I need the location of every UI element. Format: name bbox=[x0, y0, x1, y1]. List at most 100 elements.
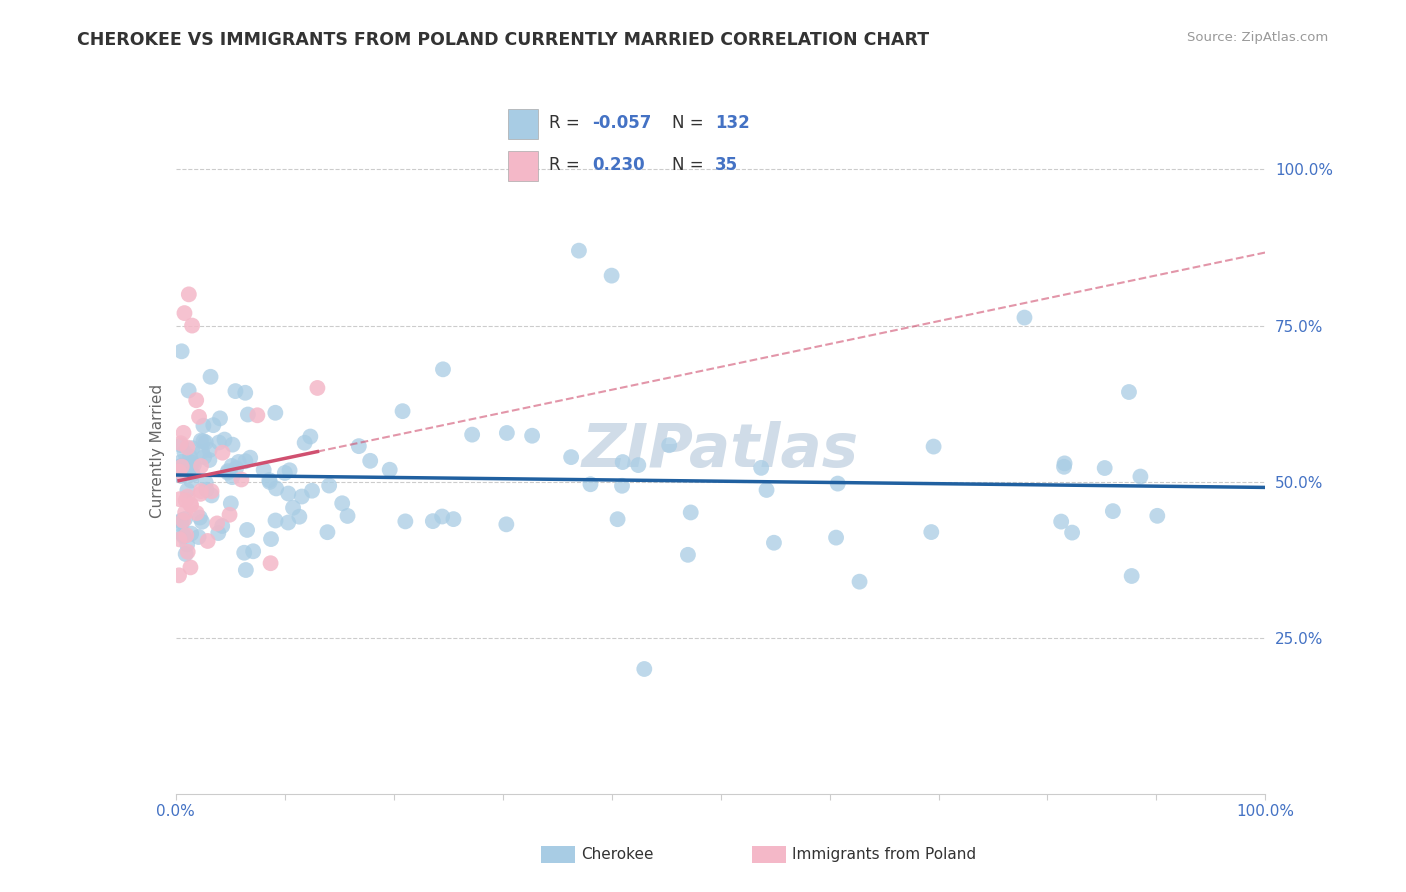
Point bbox=[193, 450, 215, 464]
Point bbox=[187, 530, 209, 544]
Point bbox=[174, 528, 197, 542]
Point bbox=[920, 524, 942, 539]
Point bbox=[211, 519, 233, 533]
Point bbox=[174, 506, 197, 520]
Point bbox=[169, 533, 191, 547]
Point bbox=[1102, 504, 1125, 518]
Point bbox=[194, 435, 217, 450]
Point bbox=[612, 455, 634, 469]
Point bbox=[378, 463, 401, 477]
Point bbox=[218, 508, 240, 522]
Point bbox=[208, 411, 231, 425]
Point bbox=[221, 470, 243, 484]
Point bbox=[200, 488, 222, 502]
Point bbox=[307, 381, 329, 395]
Point bbox=[1014, 310, 1036, 325]
Point bbox=[394, 515, 416, 529]
Point bbox=[606, 512, 628, 526]
Text: 132: 132 bbox=[716, 114, 749, 132]
Point bbox=[188, 409, 211, 424]
Point bbox=[294, 435, 316, 450]
Point bbox=[610, 479, 633, 493]
Point bbox=[336, 508, 359, 523]
Point bbox=[205, 516, 228, 531]
Point bbox=[180, 498, 202, 512]
Point bbox=[318, 478, 340, 492]
Point bbox=[236, 408, 259, 422]
Text: N =: N = bbox=[672, 156, 703, 174]
Point bbox=[176, 483, 198, 498]
Point bbox=[176, 537, 198, 551]
Point bbox=[579, 477, 602, 491]
Point bbox=[259, 556, 281, 570]
Point bbox=[170, 436, 193, 450]
Point bbox=[825, 531, 848, 545]
Point bbox=[176, 441, 198, 455]
Point bbox=[235, 454, 257, 468]
Point bbox=[749, 461, 772, 475]
Point bbox=[191, 515, 214, 529]
Point bbox=[495, 517, 517, 532]
Point bbox=[246, 409, 269, 423]
Y-axis label: Currently Married: Currently Married bbox=[149, 384, 165, 517]
Point bbox=[330, 496, 353, 510]
Point bbox=[221, 437, 243, 451]
Point bbox=[299, 429, 322, 443]
Point bbox=[281, 500, 304, 515]
Point bbox=[1146, 508, 1168, 523]
Point bbox=[359, 454, 381, 468]
Point bbox=[347, 439, 370, 453]
Text: R =: R = bbox=[548, 114, 579, 132]
Point bbox=[422, 514, 444, 528]
Point bbox=[170, 468, 193, 483]
Point bbox=[430, 509, 453, 524]
Point bbox=[208, 435, 231, 450]
Point bbox=[173, 529, 195, 543]
Point bbox=[180, 498, 202, 512]
Point bbox=[755, 483, 778, 497]
Point bbox=[170, 459, 193, 474]
Point bbox=[190, 458, 212, 473]
Point bbox=[231, 473, 253, 487]
Point bbox=[1129, 469, 1152, 483]
Point bbox=[520, 428, 543, 442]
Point bbox=[186, 393, 208, 408]
Point bbox=[177, 287, 200, 301]
Point bbox=[316, 525, 339, 540]
Point bbox=[170, 438, 193, 452]
Point bbox=[194, 475, 217, 490]
Point bbox=[173, 306, 195, 320]
Text: 0.230: 0.230 bbox=[592, 156, 645, 174]
Point bbox=[177, 384, 200, 398]
Point bbox=[277, 516, 299, 530]
Point bbox=[197, 533, 219, 548]
Point bbox=[180, 474, 202, 488]
Text: 35: 35 bbox=[716, 156, 738, 174]
Point bbox=[301, 483, 323, 498]
Point bbox=[200, 484, 222, 499]
Point bbox=[179, 560, 201, 574]
Point bbox=[170, 468, 193, 483]
Point bbox=[170, 344, 193, 359]
Point bbox=[176, 545, 198, 559]
Point bbox=[848, 574, 870, 589]
Point bbox=[827, 476, 849, 491]
Point bbox=[170, 459, 193, 474]
Point bbox=[224, 384, 246, 398]
Point bbox=[188, 510, 211, 524]
Point bbox=[568, 244, 591, 258]
Point bbox=[198, 443, 221, 458]
Text: Cherokee: Cherokee bbox=[581, 847, 654, 862]
Point bbox=[391, 404, 413, 418]
Point bbox=[214, 433, 236, 447]
Point bbox=[170, 515, 193, 529]
Text: -0.057: -0.057 bbox=[592, 114, 652, 132]
Point bbox=[202, 418, 225, 433]
Point bbox=[176, 490, 198, 504]
Point bbox=[181, 441, 204, 455]
Point bbox=[177, 464, 200, 478]
Point bbox=[1094, 461, 1116, 475]
Point bbox=[170, 459, 193, 474]
Point bbox=[181, 456, 204, 470]
Point bbox=[443, 512, 465, 526]
